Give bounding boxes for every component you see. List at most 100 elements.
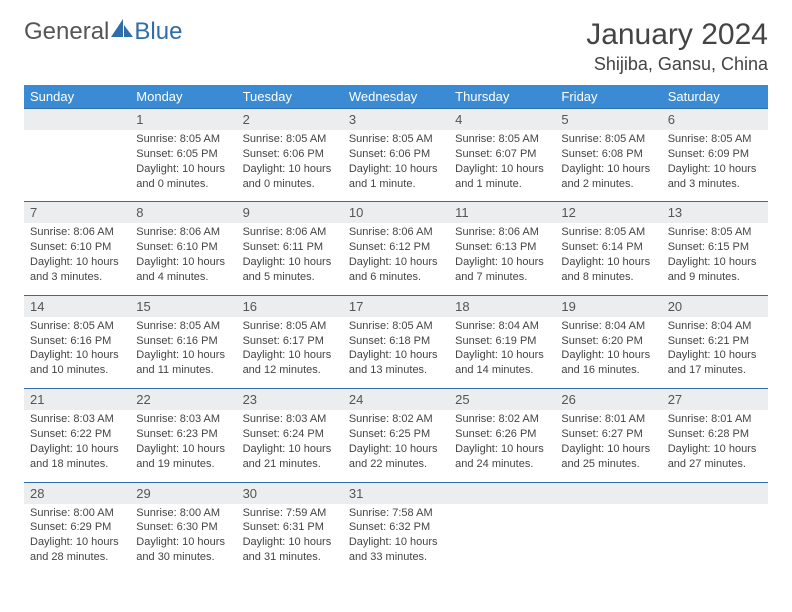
daylight-line-2: and 2 minutes. [561,177,655,192]
daylight-line-1: Daylight: 10 hours [349,348,443,363]
daylight-line-2: and 5 minutes. [243,270,337,285]
sunrise-text: Sunrise: 8:05 AM [30,319,124,334]
daylight-line-1: Daylight: 10 hours [561,255,655,270]
date-num: 9 [237,202,343,224]
day-cell: Sunrise: 8:04 AMSunset: 6:20 PMDaylight:… [555,317,661,389]
date-num: 17 [343,295,449,317]
date-num: 26 [555,389,661,411]
dow-2: Tuesday [237,85,343,109]
daylight-line-1: Daylight: 10 hours [136,535,230,550]
date-data-row-1: Sunrise: 8:06 AM Sunset: 6:10 PM Daylight:… [24,223,768,295]
date-num [449,482,555,504]
sunset-text: Sunset: 6:12 PM [349,240,443,255]
day-cell: Sunrise: 8:05 AMSunset: 6:05 PMDaylight:… [130,130,236,202]
sunrise-text: Sunrise: 8:00 AM [136,506,230,521]
daylight-line-1: Daylight: 10 hours [455,162,549,177]
daylight-line-2: and 10 minutes. [30,363,124,378]
sunrise-text: Sunrise: 8:05 AM [243,319,337,334]
sunrise-text: Sunrise: 7:58 AM [349,506,443,521]
location: Shijiba, Gansu, China [586,54,768,75]
daylight-line-1: Daylight: 10 hours [30,442,124,457]
sunset-text: Sunset: 6:07 PM [455,147,549,162]
daylight-line-1: Daylight: 10 hours [668,348,762,363]
daylight-line-2: and 18 minutes. [30,457,124,472]
daylight-line-1: Daylight: 10 hours [455,348,549,363]
dow-1: Monday [130,85,236,109]
date-num-row-4: 28293031 [24,482,768,504]
day-cell: Sunrise: 8:05 AMSunset: 6:09 PMDaylight:… [662,130,768,202]
daylight-line-2: and 3 minutes. [668,177,762,192]
date-data-row-2: Sunrise: 8:05 AMSunset: 6:16 PMDaylight:… [24,317,768,389]
sunset-text: Sunset: 6:24 PM [243,427,337,442]
day-cell: Sunrise: 8:01 AMSunset: 6:27 PMDaylight:… [555,410,661,482]
sunrise-text: Sunrise: 8:03 AM [30,412,124,427]
day-cell: Sunrise: 8:01 AMSunset: 6:28 PMDaylight:… [662,410,768,482]
sunrise-text: Sunrise: 8:06 AM [349,225,443,240]
daylight-line-2: and 17 minutes. [668,363,762,378]
date-num [555,482,661,504]
sunset-text: Sunset: 6:22 PM [30,427,124,442]
daylight-line-1: Daylight: 10 hours [561,162,655,177]
day-cell: Sunrise: 8:05 AMSunset: 6:06 PMDaylight:… [237,130,343,202]
sunset-text: Sunset: 6:15 PM [668,240,762,255]
day-cell: Sunrise: 8:06 AMSunset: 6:12 PMDaylight:… [343,223,449,295]
daylight-line-1: Daylight: 10 hours [136,348,230,363]
day-cell: Sunrise: 8:00 AMSunset: 6:29 PMDaylight:… [24,504,130,575]
sunset-text: Sunset: 6:27 PM [561,427,655,442]
dow-0: Sunday [24,85,130,109]
daylight-line-1: Daylight: 10 hours [349,535,443,550]
day-cell: Sunrise: 8:05 AMSunset: 6:18 PMDaylight:… [343,317,449,389]
daylight-line-1: Daylight: 10 hours [455,255,549,270]
sunrise-text: Sunrise: 8:05 AM [136,132,230,147]
daylight-line-1: Daylight: 10 hours [561,348,655,363]
date-num: 13 [662,202,768,224]
sunrise-text: Sunrise: 8:04 AM [668,319,762,334]
daylight-line-1: Daylight: 10 hours [243,255,337,270]
date-num: 30 [237,482,343,504]
sunset-text: Sunset: 6:23 PM [136,427,230,442]
title-block: January 2024 Shijiba, Gansu, China [586,18,768,75]
daylight-line-1: Daylight: 10 hours [243,162,337,177]
date-data-row-0: Sunrise: 8:05 AMSunset: 6:05 PMDaylight:… [24,130,768,202]
dow-5: Friday [555,85,661,109]
sunset-text: Sunset: 6:25 PM [349,427,443,442]
sunset-text: Sunset: 6:10 PM [30,240,124,255]
daylight-line-1: Daylight: 10 hours [668,442,762,457]
daylight-line-2: and 16 minutes. [561,363,655,378]
sunrise-text: Sunrise: 7:59 AM [243,506,337,521]
sunset-text: Sunset: 6:10 PM [136,240,230,255]
daylight-line-1: Daylight: 10 hours [349,162,443,177]
daylight-line-2: and 12 minutes. [243,363,337,378]
daylight-line-2: and 31 minutes. [243,550,337,565]
date-num: 6 [662,109,768,131]
date-num [662,482,768,504]
daylight-line-2: and 4 minutes. [136,270,230,285]
daylight-line-2: and 25 minutes. [561,457,655,472]
date-num: 24 [343,389,449,411]
daylight-line-1: Daylight: 10 hours [668,162,762,177]
sunset-text: Sunset: 6:30 PM [136,520,230,535]
sunrise-text: Sunrise: 8:05 AM [668,225,762,240]
date-num: 1 [130,109,236,131]
date-num: 2 [237,109,343,131]
sunset-text: Sunset: 6:21 PM [668,334,762,349]
day-cell: Sunrise: 8:03 AMSunset: 6:22 PMDaylight:… [24,410,130,482]
date-num: 23 [237,389,343,411]
calendar-table: SundayMondayTuesdayWednesdayThursdayFrid… [24,85,768,575]
sunrise-text: Sunrise: 8:04 AM [455,319,549,334]
logo-text-2: Blue [134,18,182,46]
sunrise-text: Sunrise: 8:05 AM [561,132,655,147]
daylight-line-2: and 3 minutes. [30,270,124,285]
daylight-line-1: Daylight: 10 hours [136,442,230,457]
daylight-line-2: and 30 minutes. [136,550,230,565]
daylight-line-2: and 0 minutes. [136,177,230,192]
sunset-text: Sunset: 6:18 PM [349,334,443,349]
sunset-text: Sunset: 6:06 PM [243,147,337,162]
sunset-text: Sunset: 6:06 PM [349,147,443,162]
date-num: 11 [449,202,555,224]
sunrise-text: Sunrise: 8:01 AM [561,412,655,427]
sunrise-text: Sunrise: 8:04 AM [561,319,655,334]
day-cell: Sunrise: 8:04 AMSunset: 6:19 PMDaylight:… [449,317,555,389]
date-data-row-3: Sunrise: 8:03 AMSunset: 6:22 PMDaylight:… [24,410,768,482]
date-num: 28 [24,482,130,504]
